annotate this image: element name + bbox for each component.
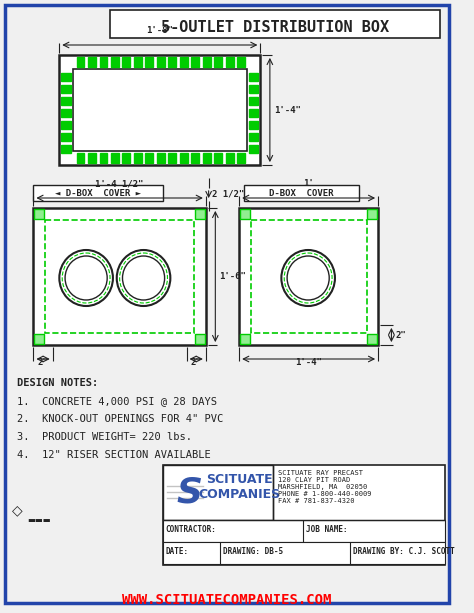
Bar <box>249 121 258 129</box>
Text: 3.  PRODUCT WEIGHT= 220 lbs.: 3. PRODUCT WEIGHT= 220 lbs. <box>17 432 192 442</box>
Text: 2.  KNOCK-OUT OPENINGS FOR 4" PVC: 2. KNOCK-OUT OPENINGS FOR 4" PVC <box>17 414 223 424</box>
Bar <box>226 153 234 163</box>
Bar <box>111 57 118 67</box>
Bar <box>88 153 96 163</box>
Bar <box>34 185 163 201</box>
Bar <box>100 153 107 163</box>
Text: 2": 2" <box>191 358 201 367</box>
Bar <box>134 153 142 163</box>
Text: ◄ D-BOX  COVER ►: ◄ D-BOX COVER ► <box>55 189 141 197</box>
Text: 2": 2" <box>395 330 406 340</box>
Bar <box>35 209 44 219</box>
Text: 1'-4 1/2": 1'-4 1/2" <box>95 179 144 188</box>
Bar <box>61 85 71 93</box>
Bar <box>157 153 164 163</box>
Bar <box>367 209 377 219</box>
Bar <box>163 542 445 564</box>
Text: 1'-6": 1'-6" <box>219 272 246 281</box>
Bar <box>249 133 258 141</box>
Bar <box>163 465 445 565</box>
Bar <box>191 57 199 67</box>
Text: JOB NAME:: JOB NAME: <box>306 525 348 534</box>
Bar <box>73 69 247 151</box>
Bar <box>45 220 194 333</box>
Text: 1'-4": 1'-4" <box>295 358 322 367</box>
Bar <box>195 334 205 344</box>
Text: 1.  CONCRETE 4,000 PSI @ 28 DAYS: 1. CONCRETE 4,000 PSI @ 28 DAYS <box>17 396 217 406</box>
Bar <box>249 109 258 117</box>
Bar <box>61 133 71 141</box>
Text: ▬▬▬: ▬▬▬ <box>27 516 50 525</box>
Text: 1': 1' <box>303 179 314 188</box>
Bar <box>191 153 199 163</box>
Bar <box>251 220 366 333</box>
Bar <box>214 57 222 67</box>
Bar <box>249 145 258 153</box>
Text: S: S <box>176 475 202 509</box>
Bar <box>146 153 153 163</box>
Bar <box>35 334 44 344</box>
Bar <box>249 97 258 105</box>
Bar <box>168 153 176 163</box>
Text: 2": 2" <box>38 358 48 367</box>
Text: 2 1/2": 2 1/2" <box>212 189 245 199</box>
Text: DATE:: DATE: <box>165 547 189 556</box>
Bar <box>61 109 71 117</box>
Bar <box>239 208 378 345</box>
Bar <box>111 153 118 163</box>
Bar <box>77 153 84 163</box>
Bar <box>77 57 84 67</box>
Text: ◇: ◇ <box>12 503 23 517</box>
Bar <box>110 10 440 38</box>
Bar <box>146 57 153 67</box>
Bar <box>203 153 210 163</box>
Bar <box>226 57 234 67</box>
Bar <box>168 57 176 67</box>
Bar <box>34 208 206 345</box>
Bar <box>61 145 71 153</box>
Bar <box>240 334 250 344</box>
Bar <box>249 85 258 93</box>
Text: SCITUATE
COMPANIES: SCITUATE COMPANIES <box>198 473 280 501</box>
Bar <box>163 465 273 520</box>
Text: DESIGN NOTES:: DESIGN NOTES: <box>17 378 99 388</box>
Text: 1'-8": 1'-8" <box>146 26 173 35</box>
Text: DRAWING BY: C.J. SCOTT: DRAWING BY: C.J. SCOTT <box>353 547 455 556</box>
Bar <box>214 153 222 163</box>
Text: SCITUATE RAY PRECAST
120 CLAY PIT ROAD
MARSHFIELD, MA  02050
PHONE # 1-800-440-0: SCITUATE RAY PRECAST 120 CLAY PIT ROAD M… <box>278 470 371 504</box>
Bar <box>244 185 359 201</box>
Bar <box>122 57 130 67</box>
Text: D-BOX  COVER: D-BOX COVER <box>269 189 334 197</box>
Bar <box>122 153 130 163</box>
Text: WWW.SCITUATECOMPANIES.COM: WWW.SCITUATECOMPANIES.COM <box>122 593 331 607</box>
Bar <box>249 73 258 81</box>
Bar <box>100 57 107 67</box>
Bar <box>59 55 260 165</box>
Text: 4.  12" RISER SECTION AVAILABLE: 4. 12" RISER SECTION AVAILABLE <box>17 450 211 460</box>
Bar <box>203 57 210 67</box>
Bar <box>61 97 71 105</box>
Bar <box>157 57 164 67</box>
Bar <box>88 57 96 67</box>
Bar <box>61 73 71 81</box>
Bar <box>180 57 188 67</box>
Bar <box>163 520 445 542</box>
Bar <box>195 209 205 219</box>
Text: 5-OUTLET DISTRIBUTION BOX: 5-OUTLET DISTRIBUTION BOX <box>161 20 389 34</box>
Bar <box>61 121 71 129</box>
Bar <box>237 153 245 163</box>
Bar <box>237 57 245 67</box>
Text: DRAWING: DB-5: DRAWING: DB-5 <box>223 547 283 556</box>
Bar <box>180 153 188 163</box>
Bar <box>367 334 377 344</box>
Bar <box>134 57 142 67</box>
Text: 1'-4": 1'-4" <box>273 105 301 115</box>
Bar <box>240 209 250 219</box>
Text: CONTRACTOR:: CONTRACTOR: <box>165 525 217 534</box>
